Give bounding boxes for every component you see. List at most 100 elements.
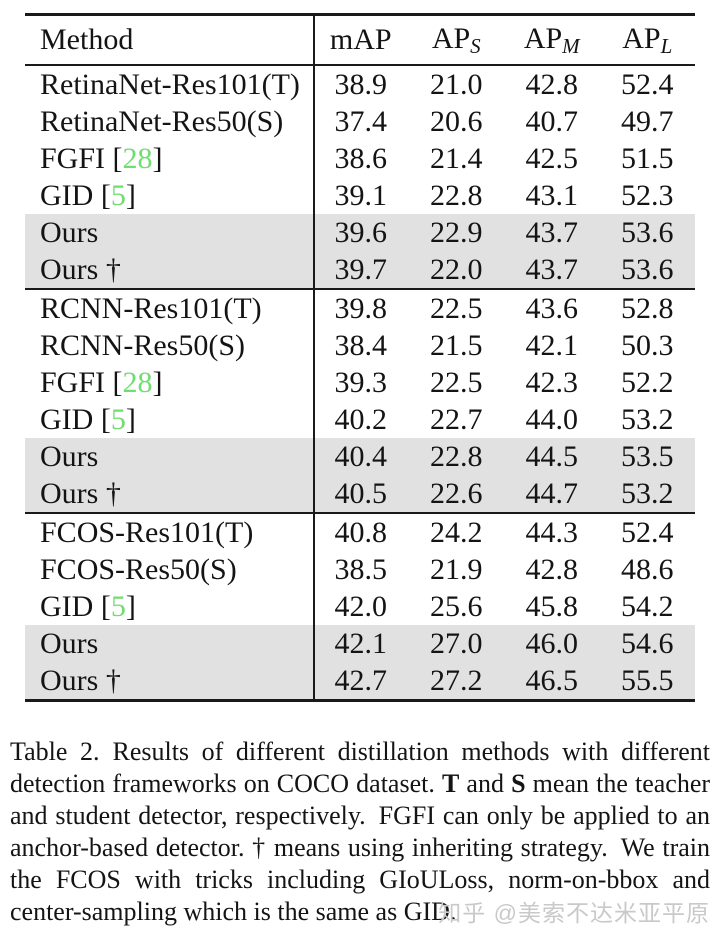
value-cell: 42.1 [525, 328, 579, 362]
method-cell: FGFI [28] [40, 141, 163, 175]
value-cell: 22.8 [430, 178, 483, 212]
value-cell: 39.8 [334, 291, 388, 325]
value-cell: 42.8 [525, 67, 579, 101]
value-cell: 42.0 [334, 589, 388, 623]
value-cell: 38.6 [334, 141, 388, 175]
method-cell: Ours † [40, 476, 121, 510]
method-cell: Ours [40, 215, 99, 249]
table-row: RetinaNet-Res50(S) 37.4 20.6 40.7 49.7 [25, 103, 695, 140]
value-cell: 22.6 [430, 476, 483, 510]
value-cell: 22.9 [430, 215, 483, 249]
column-header-AP-S: APS [409, 21, 505, 58]
value-cell: 24.2 [430, 515, 483, 549]
value-cell: 21.5 [430, 328, 483, 362]
table-row: FGFI [28] 38.6 21.4 42.5 51.5 [25, 140, 695, 177]
value-cell: 40.8 [334, 515, 388, 549]
value-cell: 42.8 [525, 552, 579, 586]
column-header-label: AP [622, 21, 661, 55]
value-cell: 44.0 [525, 402, 579, 436]
watermark: 知乎 @美索不达米亚平原 [438, 900, 710, 926]
value-cell: 52.2 [621, 365, 674, 399]
table-section-3: FCOS-Res101(T) 40.8 24.2 44.3 52.4 FCOS-Res50… [25, 512, 695, 699]
column-header-subscript: M [562, 33, 580, 58]
method-cell: FCOS-Res101(T) [40, 515, 254, 549]
method-cell: FGFI [28] [40, 365, 163, 399]
value-cell: 21.4 [430, 141, 483, 175]
citation-number: 5 [110, 402, 126, 436]
value-cell: 52.4 [621, 67, 674, 101]
value-cell: 38.5 [334, 552, 388, 586]
column-header-label: AP [523, 21, 563, 55]
caption-text: Table 2. Results of different distillati… [10, 737, 710, 798]
column-header-AP-M: APM [504, 21, 600, 58]
method-cell: Ours † [40, 663, 121, 697]
value-cell: 43.1 [525, 178, 579, 212]
caption-bold-text: S [511, 769, 526, 798]
table-row: FCOS-Res50(S) 38.5 21.9 42.8 48.6 [25, 551, 695, 588]
method-cell: Ours † [40, 252, 121, 286]
value-cell: 42.5 [525, 141, 579, 175]
table-row: GID [5] 39.1 22.8 43.1 52.3 [25, 177, 695, 214]
value-cell: 42.3 [525, 365, 579, 399]
value-cell: 39.7 [334, 252, 388, 286]
value-cell: 43.7 [525, 215, 579, 249]
method-cell: Ours [40, 439, 99, 473]
value-cell: 22.7 [430, 402, 483, 436]
value-cell: 25.6 [430, 589, 483, 623]
value-cell: 20.6 [430, 104, 483, 138]
value-cell: 50.3 [621, 328, 674, 362]
method-cell: GID [5] [40, 402, 136, 436]
value-cell: 22.8 [430, 439, 483, 473]
value-cell: 53.6 [621, 252, 674, 286]
table-row: Ours 40.4 22.8 44.5 53.5 [25, 438, 695, 475]
value-cell: 54.2 [621, 589, 674, 623]
table-sections: RetinaNet-Res101(T) 38.9 21.0 42.8 52.4 Retin… [25, 66, 695, 699]
value-cell: 40.7 [525, 104, 579, 138]
value-cell: 38.9 [334, 67, 388, 101]
results-table: Method mAP APS APM APL RetinaNet-Res101(T) 3… [25, 13, 695, 702]
citation-number: 5 [110, 589, 126, 623]
value-cell: 27.0 [430, 626, 483, 660]
value-cell: 43.7 [525, 252, 579, 286]
value-cell: 52.8 [621, 291, 674, 325]
value-cell: 51.5 [621, 141, 674, 175]
value-cell: 27.2 [430, 663, 483, 697]
value-cell: 55.5 [621, 663, 674, 697]
value-cell: 52.3 [621, 178, 674, 212]
value-cell: 46.0 [525, 626, 579, 660]
value-cell: 54.6 [621, 626, 674, 660]
table-header-row: Method mAP APS APM APL [25, 16, 695, 66]
table-row: RCNN-Res50(S) 38.4 21.5 42.1 50.3 [25, 327, 695, 364]
value-cell: 37.4 [334, 104, 388, 138]
table-row: Ours † 40.5 22.6 44.7 53.2 [25, 475, 695, 512]
value-cell: 38.4 [334, 328, 388, 362]
method-column-header: Method [40, 23, 134, 56]
value-cell: 21.0 [430, 67, 483, 101]
column-divider-line [313, 16, 315, 699]
column-header-label: AP [431, 21, 471, 55]
value-cell: 44.3 [525, 515, 579, 549]
value-cell: 53.6 [621, 215, 674, 249]
value-cell: 40.2 [334, 402, 388, 436]
table-row: RCNN-Res101(T) 39.8 22.5 43.6 52.8 [25, 290, 695, 327]
value-cell: 39.1 [334, 178, 388, 212]
table-row: Ours 39.6 22.9 43.7 53.6 [25, 214, 695, 251]
value-cell: 21.9 [430, 552, 483, 586]
table-row: Ours † 39.7 22.0 43.7 53.6 [25, 251, 695, 288]
table-section-2: RCNN-Res101(T) 39.8 22.5 43.6 52.8 RCNN-Res50… [25, 288, 695, 512]
value-cell: 48.6 [621, 552, 674, 586]
method-cell: RCNN-Res101(T) [40, 291, 262, 325]
value-cell: 53.5 [621, 439, 674, 473]
table-caption: Table 2. Results of different distillati… [10, 736, 710, 928]
value-cell: 43.6 [525, 291, 579, 325]
column-header-label: mAP [329, 23, 392, 56]
value-cell: 39.6 [334, 215, 388, 249]
column-header-subscript: S [470, 33, 481, 58]
value-cell: 53.2 [621, 476, 674, 510]
citation-number: 28 [122, 365, 153, 399]
caption-bold-text: T [441, 769, 460, 798]
method-cell: GID [5] [40, 589, 136, 623]
value-cell: 44.7 [525, 476, 579, 510]
method-cell: RetinaNet-Res101(T) [40, 67, 300, 101]
table-section-1: RetinaNet-Res101(T) 38.9 21.0 42.8 52.4 Retin… [25, 66, 695, 288]
